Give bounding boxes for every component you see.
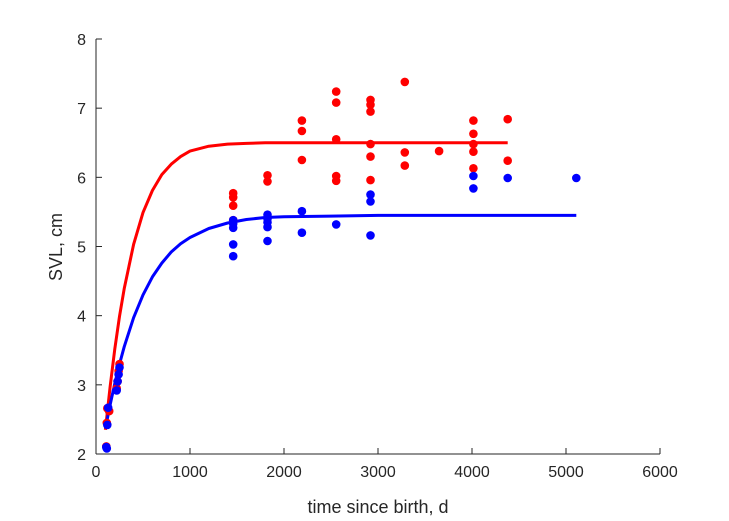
data-point [572,173,581,183]
data-point [331,87,341,96]
data-point [400,161,410,170]
data-point [228,193,238,202]
data-point [400,148,410,157]
data-point [469,171,478,181]
y-tick-label: 8 [77,32,86,49]
x-tick-label: 5000 [548,464,584,481]
x-tick-label: 0 [92,464,101,481]
x-axis-label: time since birth, d [307,497,448,517]
data-point [263,236,272,246]
data-point [469,139,478,149]
data-point [469,129,478,139]
fit-curves [103,141,577,430]
y-axis-label: SVL, cm [46,213,66,281]
data-point [434,146,444,156]
axis-labels: time since birth, d SVL, cm [46,213,449,517]
x-tick-label: 2000 [266,464,302,481]
data-point [228,201,238,210]
data-point [297,126,307,136]
y-tick-label: 4 [77,309,86,326]
data-point [366,107,375,116]
data-points [102,77,581,453]
data-point [366,190,375,199]
data-point [263,177,272,186]
data-point [469,184,478,193]
data-point [114,370,123,379]
x-tick-label: 4000 [454,464,490,481]
x-tick-label: 3000 [360,464,396,481]
data-point [503,156,512,165]
data-point [228,240,238,249]
data-point [297,206,307,216]
y-tick-label: 2 [77,447,86,464]
data-point [228,223,238,233]
data-point [331,98,341,107]
data-point [297,155,307,165]
data-point [331,135,341,144]
y-tick-label: 6 [77,170,86,187]
y-tick-label: 7 [77,101,86,118]
data-point [366,100,375,109]
data-point [469,116,478,125]
x-tick-label: 6000 [642,464,678,481]
data-point [297,116,307,125]
axes: 0 1000 2000 3000 4000 5000 6000 2 3 4 5 6 7 8 [77,32,678,481]
data-point [400,77,410,87]
data-point [366,152,375,161]
data-point [469,164,478,173]
data-point [297,228,307,237]
data-point [366,197,375,206]
data-point [263,222,272,232]
data-point [113,377,122,386]
data-point [115,363,124,372]
data-point [469,147,478,156]
data-point [503,114,512,124]
data-point [263,171,272,180]
data-point [112,386,121,395]
data-point [103,403,113,413]
data-point [366,175,375,185]
y-tick-label: 3 [77,378,86,395]
data-point [503,173,512,183]
x-tick-label: 1000 [172,464,208,481]
data-point [366,139,375,149]
data-point [228,251,238,261]
fit-curve [103,141,508,430]
data-point [331,176,341,186]
y-tick-label: 5 [77,240,86,257]
data-point [331,220,341,229]
data-point [366,231,375,240]
fit-curve [103,213,577,429]
data-point [102,444,112,453]
data-point [103,420,112,430]
